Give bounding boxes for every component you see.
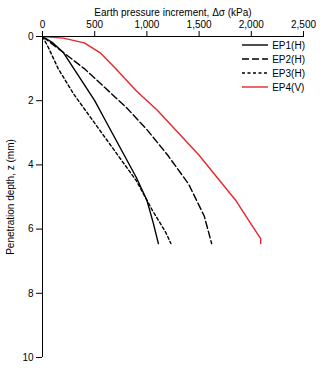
svg-text:2,000: 2,000 xyxy=(239,19,264,30)
svg-text:500: 500 xyxy=(86,19,103,30)
svg-text:Penetration depth, z (mm): Penetration depth, z (mm) xyxy=(5,139,16,255)
svg-text:4: 4 xyxy=(28,159,34,170)
svg-text:2: 2 xyxy=(28,95,34,106)
html-text:EP4(V): EP4(V) xyxy=(272,81,305,93)
svg-text:6: 6 xyxy=(28,223,34,234)
svg-text:Earth pressure increment, Δσ (: Earth pressure increment, Δσ (kPa) xyxy=(94,7,251,18)
svg-text:1,500: 1,500 xyxy=(187,19,212,30)
svg-text:2,500: 2,500 xyxy=(291,19,316,30)
svg-text:8: 8 xyxy=(28,288,34,299)
svg-text:10: 10 xyxy=(22,352,34,363)
html-text:EP3(H): EP3(H) xyxy=(272,67,305,79)
html-text:EP1(H): EP1(H) xyxy=(272,39,305,51)
svg-text:1,000: 1,000 xyxy=(134,19,159,30)
html-text:EP2(H): EP2(H) xyxy=(272,53,305,65)
svg-text:0: 0 xyxy=(40,19,46,30)
svg-text:0: 0 xyxy=(28,31,34,42)
